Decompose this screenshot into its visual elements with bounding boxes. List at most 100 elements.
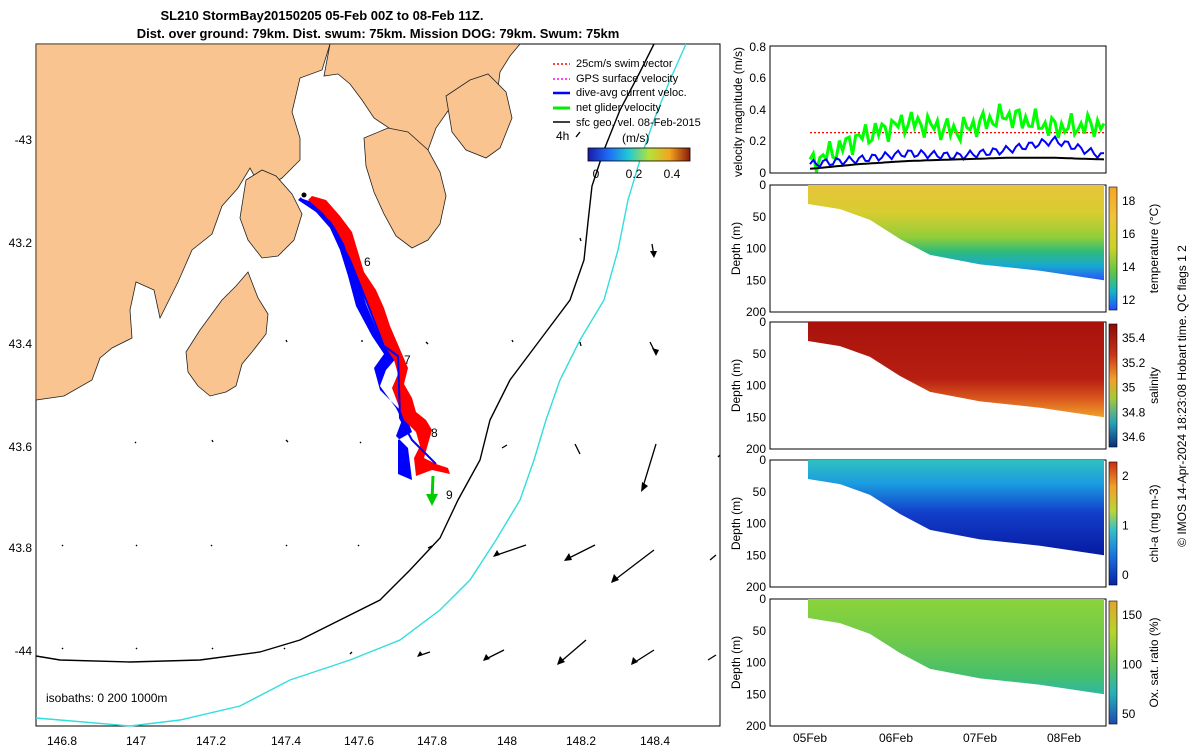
- legend-net-label: net glider velocity: [576, 102, 661, 114]
- section-ytick: 0: [759, 315, 766, 329]
- section-ytick: 150: [746, 687, 766, 701]
- track-marker-6: 6: [364, 255, 371, 269]
- isobath-1000m: [35, 43, 687, 727]
- section-ytick: 50: [753, 347, 767, 361]
- track-blue-line: [299, 197, 437, 465]
- land-island-ne: [363, 127, 447, 249]
- map-xtick: 147.2: [196, 734, 226, 748]
- map-xtick: 148.4: [640, 734, 670, 748]
- velocity-series-2: [809, 134, 1105, 169]
- vector-heads: [417, 251, 659, 665]
- section-ylabel: Depth (m): [729, 497, 743, 550]
- section-ytick: 100: [746, 242, 766, 256]
- velocity-panel: 0 0.2 0.4 0.6 0.8 velocity magnitude (m/…: [731, 40, 1107, 180]
- velocity-series-group: [808, 103, 1106, 173]
- section-cbar-tick: 16: [1122, 227, 1136, 241]
- legend-sfc-label: sfc geo. vel. 08-Feb-2015: [576, 117, 701, 129]
- section-ytick: 200: [746, 580, 766, 594]
- section-cbar-tick: 100: [1122, 658, 1142, 672]
- track-marker-9: 9: [446, 488, 453, 502]
- section-cbar-tick: 34.6: [1122, 430, 1146, 444]
- map-y-ticks: -43 43.2 43.4 43.6 43.8 -44: [9, 133, 33, 658]
- map-ytick: 43.4: [9, 337, 33, 351]
- section-ytick: 200: [746, 719, 766, 733]
- map-ytick: 43.8: [9, 541, 33, 555]
- title-line-2: Dist. over ground: 79km. Dist. swum: 75k…: [137, 26, 620, 41]
- velocity-series-3: [809, 156, 1105, 170]
- velocity-ylabel: velocity magnitude (m/s): [731, 47, 745, 177]
- section-cbar-tick: 18: [1122, 194, 1136, 208]
- vel-ytick: 0: [759, 166, 766, 180]
- section-ytick: 50: [753, 624, 767, 638]
- map-panel: 6 7 8 9 25cm/s swim vector GPS surface v…: [9, 43, 721, 748]
- vel-ytick: 0.6: [749, 71, 766, 85]
- section-ytick: 0: [759, 592, 766, 606]
- section-ytick: 0: [759, 178, 766, 192]
- section-cbar-label: Ox. sat. ratio (%): [1147, 617, 1161, 707]
- final-net-velocity-arrowhead: [426, 494, 438, 506]
- velocity-series-1: [808, 103, 1106, 173]
- section-ytick: 50: [753, 485, 767, 499]
- section-cbar-tick: 1: [1122, 519, 1129, 533]
- track-marker-8: 8: [431, 426, 438, 440]
- section-cbar-tick: 35.4: [1122, 331, 1146, 345]
- time-tick-05Feb: 05Feb: [793, 731, 827, 745]
- land-island-east: [445, 73, 513, 159]
- section-cbar-tick: 2: [1122, 469, 1129, 483]
- section-cbar-label: salinity: [1147, 367, 1161, 404]
- section-ytick: 50: [753, 210, 767, 224]
- section-ytick: 150: [746, 548, 766, 562]
- map-ytick: 43.6: [9, 440, 33, 454]
- section-ylabel: Depth (m): [729, 359, 743, 412]
- scale-arrow: [575, 131, 581, 138]
- section-ytick: 100: [746, 517, 766, 531]
- map-xtick: 147.8: [417, 734, 447, 748]
- isobath-label: isobaths: 0 200 1000m: [46, 691, 167, 705]
- time-tick-06Feb: 06Feb: [879, 731, 913, 745]
- section-cbar-tick: 34.8: [1122, 405, 1146, 419]
- section-colorbar-2: [1108, 461, 1118, 586]
- section-ytick: 150: [746, 273, 766, 287]
- section-field-1: [808, 322, 1104, 418]
- legend-gps-label: GPS surface velocity: [576, 73, 679, 85]
- section-ytick: 0: [759, 453, 766, 467]
- section-cbar-tick: 14: [1122, 260, 1136, 274]
- track-start-marker: [301, 192, 307, 198]
- section-ytick: 100: [746, 656, 766, 670]
- section-cbar-tick: 0: [1122, 568, 1129, 582]
- legend-swim-label: 25cm/s swim vector: [576, 58, 673, 70]
- time-axis: 05Feb 06Feb 07Feb 08Feb: [793, 731, 1081, 745]
- map-xtick: 146.8: [47, 734, 77, 748]
- vel-ytick: 0.2: [749, 134, 766, 148]
- section-cbar-label: chl-a (mg m-3): [1147, 484, 1161, 562]
- section-cbar-tick: 50: [1122, 707, 1136, 721]
- legend-diveavg-label: dive-avg current veloc.: [576, 87, 687, 99]
- section-cbar-label: temperature (°C): [1147, 204, 1161, 294]
- section-ytick: 200: [746, 305, 766, 319]
- speed-colorbar: [587, 147, 691, 162]
- speed-cbar-tick-0: 0: [593, 167, 600, 181]
- land-tasman: [185, 271, 269, 397]
- map-xtick: 148: [497, 734, 517, 748]
- map-xtick: 147.6: [344, 734, 374, 748]
- section-colorbar-3: [1108, 600, 1118, 725]
- speed-cbar-tick-1: 0.2: [626, 167, 643, 181]
- time-tick-08Feb: 08Feb: [1047, 731, 1081, 745]
- section-colorbar-1: [1108, 323, 1118, 448]
- section-colorbar-0: [1108, 186, 1118, 311]
- map-ytick: -44: [15, 644, 33, 658]
- map-legend: 25cm/s swim vector GPS surface velocity …: [553, 58, 701, 181]
- title-line-1: SL210 StormBay20150205 05-Feb 00Z to 08-…: [161, 8, 484, 23]
- section-ylabel: Depth (m): [729, 222, 743, 275]
- time-tick-07Feb: 07Feb: [963, 731, 997, 745]
- section-cbar-tick: 150: [1122, 608, 1142, 622]
- track-marker-7: 7: [404, 353, 411, 367]
- speed-cbar-tick-2: 0.4: [664, 167, 681, 181]
- land-central: [239, 169, 303, 259]
- section-field-2: [808, 460, 1104, 556]
- map-x-ticks: 146.8 147 147.2 147.4 147.6 147.8 148 14…: [47, 734, 670, 748]
- section-cbar-tick: 12: [1122, 293, 1136, 307]
- section-ytick: 100: [746, 379, 766, 393]
- map-ytick: 43.2: [9, 236, 33, 250]
- section-cbar-tick: 35: [1122, 381, 1136, 395]
